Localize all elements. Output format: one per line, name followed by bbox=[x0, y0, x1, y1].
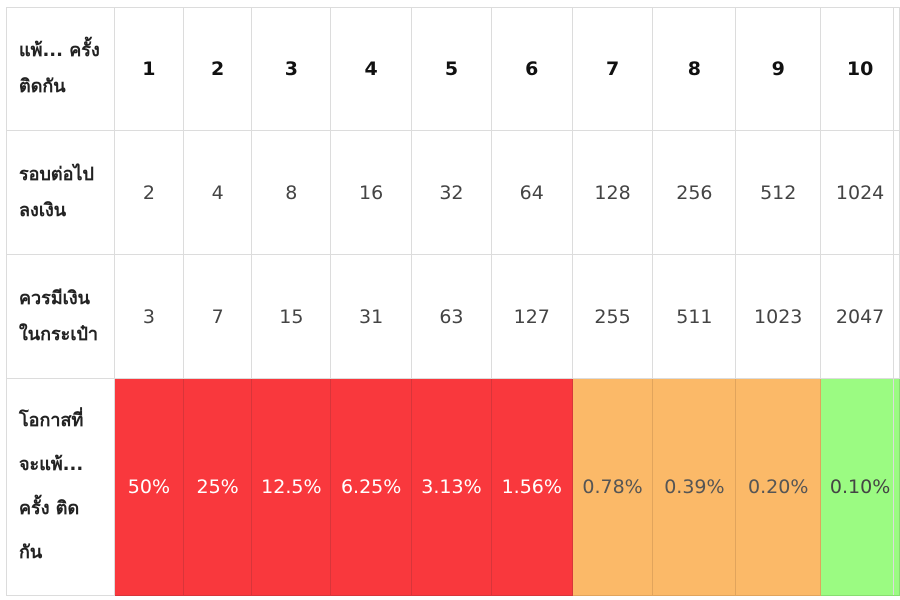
martingale-table: แพ้... ครั้ง ติดกัน 1 2 3 4 5 6 7 8 9 10… bbox=[5, 7, 900, 596]
row-label-loss-probability: โอกาสที่ จะแพ้... ครั้ง ติด กัน bbox=[5, 378, 116, 596]
table-cell: 5 bbox=[411, 7, 492, 131]
table-cell: 2 bbox=[114, 130, 184, 255]
table-row-loss-streak: แพ้... ครั้ง ติดกัน 1 2 3 4 5 6 7 8 9 10 bbox=[5, 7, 900, 131]
table-cell: 4 bbox=[330, 7, 413, 131]
row-label-line: กัน bbox=[19, 542, 43, 563]
probability-cell: 6.25% bbox=[330, 378, 413, 596]
martingale-table-container: แพ้... ครั้ง ติดกัน 1 2 3 4 5 6 7 8 9 10… bbox=[5, 7, 900, 596]
table-row-next-bet: รอบต่อไป ลงเงิน 2 4 8 16 32 64 128 256 5… bbox=[5, 130, 900, 255]
row-label-loss-streak: แพ้... ครั้ง ติดกัน bbox=[5, 7, 116, 131]
table-cell: 8 bbox=[251, 130, 332, 255]
table-cell: 8 bbox=[652, 7, 737, 131]
row-label-line: ในกระเป๋า bbox=[19, 323, 99, 345]
table-row-loss-probability: โอกาสที่ จะแพ้... ครั้ง ติด กัน 50% 25% … bbox=[5, 378, 900, 596]
table-cell: 9 bbox=[735, 7, 822, 131]
table-cell: 10 bbox=[820, 7, 900, 131]
row-label-bankroll: ควรมีเงิน ในกระเป๋า bbox=[5, 254, 116, 379]
table-cell: 128 bbox=[571, 130, 654, 255]
probability-cell: 25% bbox=[182, 378, 253, 596]
row-label-next-bet: รอบต่อไป ลงเงิน bbox=[5, 130, 116, 255]
table-cell: 16 bbox=[330, 130, 413, 255]
table-cell: 63 bbox=[411, 254, 492, 379]
table-cell: 32 bbox=[411, 130, 492, 255]
table-right-edge bbox=[893, 7, 900, 595]
row-label-line: ครั้ง ติด bbox=[19, 498, 80, 519]
table-cell: 1 bbox=[114, 7, 184, 131]
probability-cell: 3.13% bbox=[411, 378, 492, 596]
table-cell: 4 bbox=[182, 130, 253, 255]
table-cell: 7 bbox=[182, 254, 253, 379]
probability-cell: 50% bbox=[114, 378, 184, 596]
table-cell: 2047 bbox=[820, 254, 900, 379]
table-cell: 31 bbox=[330, 254, 413, 379]
table-cell: 64 bbox=[490, 130, 573, 255]
table-cell: 512 bbox=[735, 130, 822, 255]
row-label-line: ลงเงิน bbox=[19, 199, 67, 221]
row-label-line: จะแพ้... bbox=[19, 454, 84, 475]
row-label-line: ติดกัน bbox=[19, 76, 66, 97]
table-cell: 511 bbox=[652, 254, 737, 379]
table-cell: 6 bbox=[490, 7, 573, 131]
table-cell: 2 bbox=[182, 7, 253, 131]
table-row-bankroll: ควรมีเงิน ในกระเป๋า 3 7 15 31 63 127 255… bbox=[5, 254, 900, 379]
table-cell: 3 bbox=[114, 254, 184, 379]
table-cell: 3 bbox=[251, 7, 332, 131]
probability-cell: 0.39% bbox=[652, 378, 737, 596]
table-cell: 127 bbox=[490, 254, 573, 379]
row-label-line: ควรมีเงิน bbox=[19, 287, 90, 309]
table-cell: 1023 bbox=[735, 254, 822, 379]
table-cell: 7 bbox=[571, 7, 654, 131]
row-label-line: รอบต่อไป bbox=[19, 163, 94, 185]
probability-cell: 0.10% bbox=[820, 378, 900, 596]
table-cell: 256 bbox=[652, 130, 737, 255]
probability-cell: 0.20% bbox=[735, 378, 822, 596]
probability-cell: 1.56% bbox=[490, 378, 573, 596]
probability-cell: 0.78% bbox=[571, 378, 654, 596]
probability-cell: 12.5% bbox=[251, 378, 332, 596]
row-label-line: แพ้... ครั้ง bbox=[19, 40, 100, 61]
table-cell: 1024 bbox=[820, 130, 900, 255]
table-cell: 255 bbox=[571, 254, 654, 379]
row-label-line: โอกาสที่ bbox=[19, 410, 84, 431]
table-cell: 15 bbox=[251, 254, 332, 379]
